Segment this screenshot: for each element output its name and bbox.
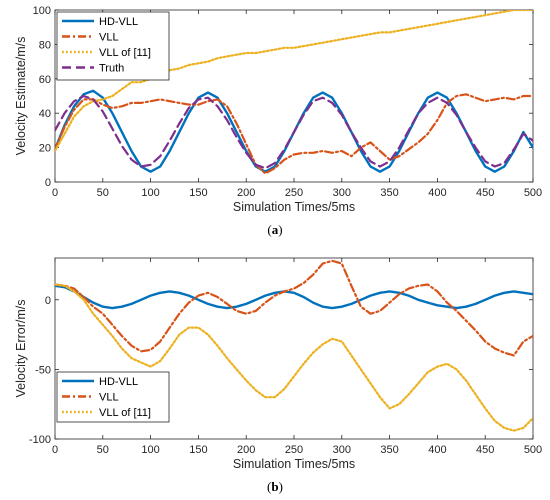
legend: HD-VLL VLL VLL of [11] Truth	[56, 11, 170, 81]
x-tick-label: 200	[237, 444, 255, 456]
chart-a: 0 50 100 150 200 250 300 350 400 450 500 0 20 40 60 80 1…	[14, 5, 542, 237]
legend-entry: Truth	[99, 63, 124, 75]
x-tick-label: 0	[52, 187, 58, 199]
legend-entry: VLL	[99, 32, 119, 44]
x-tick-label: 300	[333, 444, 351, 456]
x-tick-label: 100	[141, 444, 159, 456]
x-tick-label: 50	[97, 444, 109, 456]
series-line-vll	[55, 93, 533, 175]
x-tick-label: 450	[476, 444, 494, 456]
series-line-vll-of-11	[55, 283, 533, 432]
x-tick-label: 200	[237, 187, 255, 199]
y-tick-label: 60	[39, 74, 51, 86]
legend-entry: VLL of [11]	[99, 47, 151, 59]
y-tick-label: -50	[35, 364, 51, 376]
y-tick-label: 0	[45, 295, 51, 307]
y-tick-label: -100	[29, 434, 51, 446]
x-tick-label: 400	[428, 444, 446, 456]
y-tick-label: 0	[45, 177, 51, 189]
y-axis-label: Velocity Estimate/m/s	[14, 37, 28, 156]
x-axis-label: Simulation Times/5ms	[233, 200, 355, 214]
subfigure-caption: (a)	[267, 222, 282, 237]
x-tick-label: 250	[285, 444, 303, 456]
y-tick-label: 80	[39, 39, 51, 51]
x-tick-label: 150	[189, 444, 207, 456]
legend-entry: VLL	[99, 392, 119, 404]
y-tick-label: 20	[39, 143, 51, 155]
x-tick-label: 400	[428, 187, 446, 199]
legend-entry: HD-VLL	[99, 16, 138, 28]
chart-b: 0 50 100 150 200 250 300 350 400 450 500 -100 -50 0 Si…	[14, 257, 542, 494]
series-line-truth	[55, 94, 533, 170]
x-tick-label: 100	[141, 187, 159, 199]
x-tick-label: 0	[52, 444, 58, 456]
x-tick-label: 350	[380, 187, 398, 199]
legend: HD-VLL VLL VLL of [11]	[56, 371, 170, 423]
x-tick-label: 50	[97, 187, 109, 199]
series-line-hd-vll	[55, 284, 533, 310]
subfigure-caption: (b)	[267, 479, 283, 494]
legend-entry: VLL of [11]	[99, 407, 151, 419]
x-tick-label: 250	[285, 187, 303, 199]
series-line-vll	[55, 259, 533, 357]
series-line-vll-of-11	[55, 10, 533, 153]
x-tick-label: 450	[476, 187, 494, 199]
y-tick-label: 100	[33, 5, 51, 17]
y-tick-label: 40	[39, 108, 51, 120]
x-tick-label: 300	[333, 187, 351, 199]
x-tick-label: 350	[380, 444, 398, 456]
y-axis-label: Velocity Error/m/s	[14, 300, 28, 398]
x-tick-label: 150	[189, 187, 207, 199]
x-axis-label: Simulation Times/5ms	[233, 457, 355, 471]
x-tick-label: 500	[524, 444, 542, 456]
legend-entry: HD-VLL	[99, 376, 138, 388]
x-tick-label: 500	[524, 187, 542, 199]
